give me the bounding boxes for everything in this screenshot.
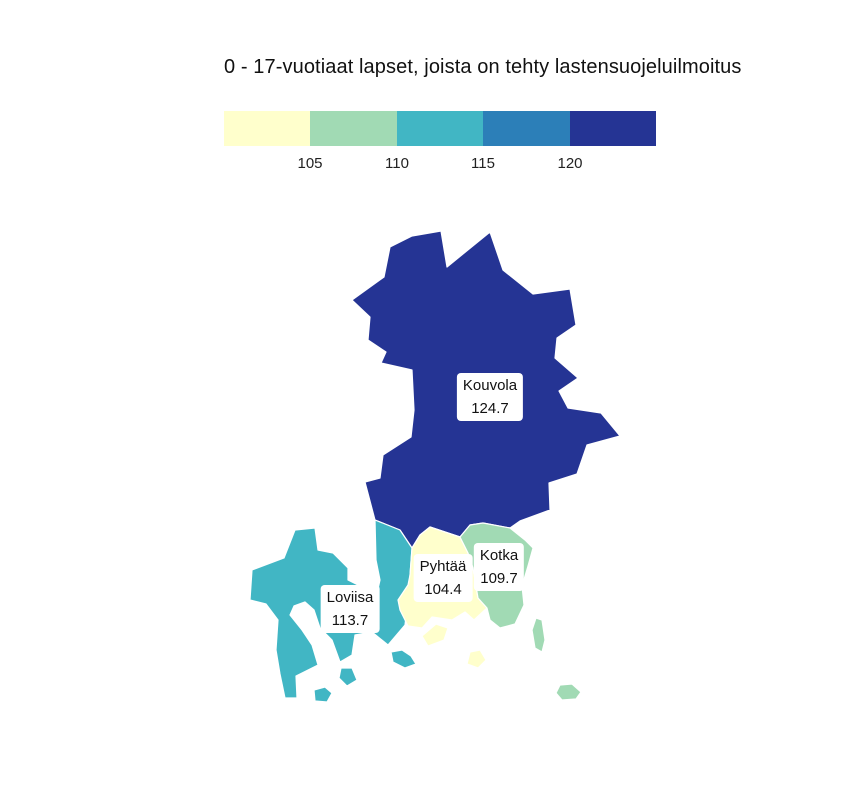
label-kotka-value: 109.7 — [480, 570, 518, 587]
label-pyhtaa: Pyhtää 104.4 — [413, 554, 473, 602]
legend-tick-105: 105 — [297, 155, 323, 172]
legend-swatch-3 — [396, 111, 484, 146]
legend-swatch-1 — [224, 111, 311, 146]
legend-tick-120: 120 — [557, 155, 583, 172]
label-kouvola: Kouvola 124.7 — [456, 373, 524, 421]
label-pyhtaa-name: Pyhtää — [419, 558, 467, 575]
label-kouvola-value: 124.7 — [471, 400, 509, 417]
label-kotka: Kotka 109.7 — [473, 543, 525, 591]
legend-tick-115: 115 — [471, 155, 495, 172]
legend-tick-110: 110 — [385, 155, 409, 172]
map-title: 0 - 17-vuotiaat lapset, joista on tehty … — [224, 56, 742, 78]
label-pyhtaa-value: 104.4 — [424, 581, 462, 598]
legend-swatch-4 — [483, 111, 570, 146]
legend-swatch-5 — [569, 111, 657, 146]
label-loviisa-name: Loviisa — [326, 589, 374, 606]
label-loviisa: Loviisa 113.7 — [320, 585, 380, 633]
label-kotka-name: Kotka — [479, 547, 519, 564]
label-kouvola-name: Kouvola — [462, 377, 518, 394]
label-loviisa-value: 113.7 — [331, 612, 369, 629]
color-legend — [224, 111, 657, 146]
legend-swatch-2 — [310, 111, 397, 146]
